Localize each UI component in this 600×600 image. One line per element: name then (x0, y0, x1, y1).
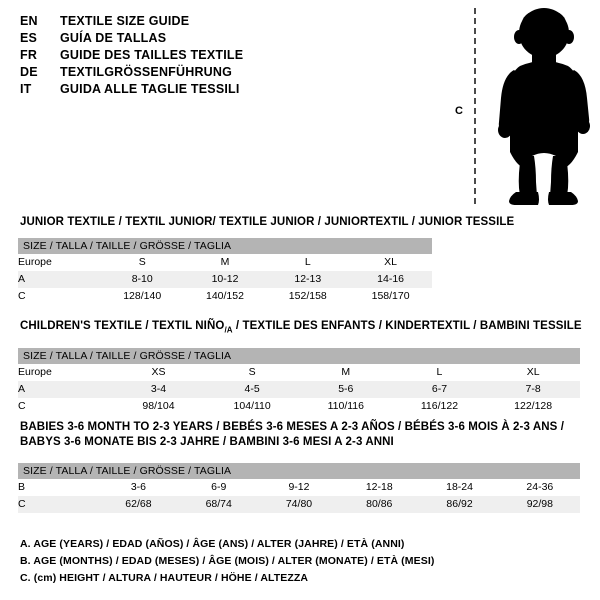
cell-value: 152/158 (266, 288, 350, 305)
cell-value: L (266, 254, 350, 271)
language-title: GUIDE DES TAILLES TEXTILE (60, 48, 244, 62)
row-label: B (18, 479, 99, 496)
language-title: TEXTILE SIZE GUIDE (60, 14, 190, 28)
language-header-block: EN TEXTILE SIZE GUIDE ES GUÍA DE TALLAS … (20, 13, 420, 98)
table-row: C 98/104 104/110 110/116 116/122 122/128 (18, 398, 580, 415)
table-row: Europe XS S M L XL (18, 364, 580, 381)
cell-value: 86/92 (419, 496, 500, 513)
cell-value: 104/110 (205, 398, 299, 415)
cell-value: 140/152 (183, 288, 267, 305)
cell-value: 24-36 (499, 479, 580, 496)
cell-value: M (298, 364, 393, 381)
language-code: DE (20, 65, 38, 79)
language-code: FR (20, 48, 38, 62)
cell-value: 4-5 (205, 381, 299, 398)
cell-value: 12-18 (339, 479, 420, 496)
cell-value: 10-12 (183, 271, 267, 288)
legend-line: C. (cm) HEIGHT / ALTURA / HAUTEUR / HÖHE… (20, 572, 309, 584)
babies-title-line2: BABYS 3-6 MONATE BIS 2-3 JAHRE / BAMBINI… (20, 436, 394, 448)
cell-value: 110/116 (298, 398, 393, 415)
language-row: IT GUIDA ALLE TAGLIE TESSILI (20, 81, 420, 98)
table-row: A 8-10 10-12 12-13 14-16 (18, 271, 432, 288)
babies-size-table: SIZE / TALLA / TAILLE / GRÖSSE / TAGLIA … (18, 463, 580, 513)
cell-value: XL (486, 364, 580, 381)
cell-value: 6-9 (178, 479, 259, 496)
cell-value: XL (349, 254, 432, 271)
babies-title-line1: BABIES 3-6 MONTH TO 2-3 YEARS / BEBÉS 3-… (20, 421, 564, 433)
language-row: DE TEXTILGRÖSSENFÜHRUNG (20, 64, 420, 81)
cell-value: 62/68 (98, 496, 179, 513)
row-label: A (18, 381, 112, 398)
children-title-subscript: /A (224, 325, 233, 335)
cell-value: 7-8 (486, 381, 580, 398)
cell-value: 98/104 (111, 398, 206, 415)
cell-value: 9-12 (258, 479, 340, 496)
row-label: Europe (18, 364, 112, 381)
legend-line: A. AGE (YEARS) / EDAD (AÑOS) / ÂGE (ANS)… (20, 538, 405, 550)
cell-value: 158/170 (349, 288, 432, 305)
table-band-row: SIZE / TALLA / TAILLE / GRÖSSE / TAGLIA (18, 463, 580, 479)
cell-value: M (183, 254, 267, 271)
cell-value: 80/86 (339, 496, 420, 513)
row-label: C (18, 288, 101, 305)
cell-value: 128/140 (100, 288, 184, 305)
table-band-row: SIZE / TALLA / TAILLE / GRÖSSE / TAGLIA (18, 348, 580, 364)
language-title: GUIDA ALLE TAGLIE TESSILI (60, 82, 240, 96)
children-title-pre: CHILDREN'S TEXTILE / TEXTIL NIÑO (20, 320, 225, 332)
children-size-table: SIZE / TALLA / TAILLE / GRÖSSE / TAGLIA … (18, 348, 580, 415)
junior-section-title: JUNIOR TEXTILE / TEXTIL JUNIOR/ TEXTILE … (20, 216, 515, 228)
cell-value: 18-24 (419, 479, 500, 496)
babies-section-title: BABIES 3-6 MONTH TO 2-3 YEARS / BEBÉS 3-… (20, 421, 564, 448)
cell-value: 6-7 (392, 381, 487, 398)
children-section-title: CHILDREN'S TEXTILE / TEXTIL NIÑO/A / TEX… (20, 320, 582, 334)
toddler-silhouette-icon (498, 8, 590, 205)
row-label: C (18, 496, 99, 513)
band-label: SIZE / TALLA / TAILLE / GRÖSSE / TAGLIA (18, 463, 580, 479)
language-row: FR GUIDE DES TAILLES TEXTILE (20, 47, 420, 64)
cell-value: 3-4 (111, 381, 206, 398)
language-code: EN (20, 14, 38, 28)
cell-value: 14-16 (349, 271, 432, 288)
cell-value: S (100, 254, 184, 271)
row-label: A (18, 271, 101, 288)
band-label: SIZE / TALLA / TAILLE / GRÖSSE / TAGLIA (18, 238, 432, 254)
junior-size-table: SIZE / TALLA / TAILLE / GRÖSSE / TAGLIA … (18, 238, 432, 305)
cell-value: 3-6 (98, 479, 179, 496)
cell-value: 8-10 (100, 271, 184, 288)
cell-value: 68/74 (178, 496, 259, 513)
language-row: ES GUÍA DE TALLAS (20, 30, 420, 47)
table-row: B 3-6 6-9 9-12 12-18 18-24 24-36 (18, 479, 580, 496)
cell-value: S (205, 364, 299, 381)
cell-value: L (392, 364, 487, 381)
cell-value: 122/128 (486, 398, 580, 415)
children-title-post: / TEXTILE DES ENFANTS / KINDERTEXTIL / B… (232, 320, 582, 332)
table-row: C 128/140 140/152 152/158 158/170 (18, 288, 432, 305)
cell-value: 116/122 (392, 398, 487, 415)
language-code: ES (20, 31, 38, 45)
cell-value: 12-13 (266, 271, 350, 288)
cell-value: XS (111, 364, 206, 381)
table-row: Europe S M L XL (18, 254, 432, 271)
language-row: EN TEXTILE SIZE GUIDE (20, 13, 420, 30)
table-row: C 62/68 68/74 74/80 80/86 86/92 92/98 (18, 496, 580, 513)
cell-value: 5-6 (298, 381, 393, 398)
row-label: C (18, 398, 112, 415)
legend-block: A. AGE (YEARS) / EDAD (AÑOS) / ÂGE (ANS)… (20, 536, 434, 587)
language-title: TEXTILGRÖSSENFÜHRUNG (60, 65, 233, 79)
cell-value: 92/98 (499, 496, 580, 513)
language-code: IT (20, 82, 32, 96)
row-label: Europe (18, 254, 101, 271)
cell-value: 74/80 (258, 496, 340, 513)
band-label: SIZE / TALLA / TAILLE / GRÖSSE / TAGLIA (18, 348, 580, 364)
legend-line: B. AGE (MONTHS) / EDAD (MESES) / ÂGE (MO… (20, 555, 435, 567)
table-row: A 3-4 4-5 5-6 6-7 7-8 (18, 381, 580, 398)
language-title: GUÍA DE TALLAS (60, 31, 167, 45)
height-illustration: C (440, 0, 600, 212)
height-marker-label: C (455, 105, 463, 117)
table-band-row: SIZE / TALLA / TAILLE / GRÖSSE / TAGLIA (18, 238, 432, 254)
height-dashed-line (474, 8, 476, 204)
